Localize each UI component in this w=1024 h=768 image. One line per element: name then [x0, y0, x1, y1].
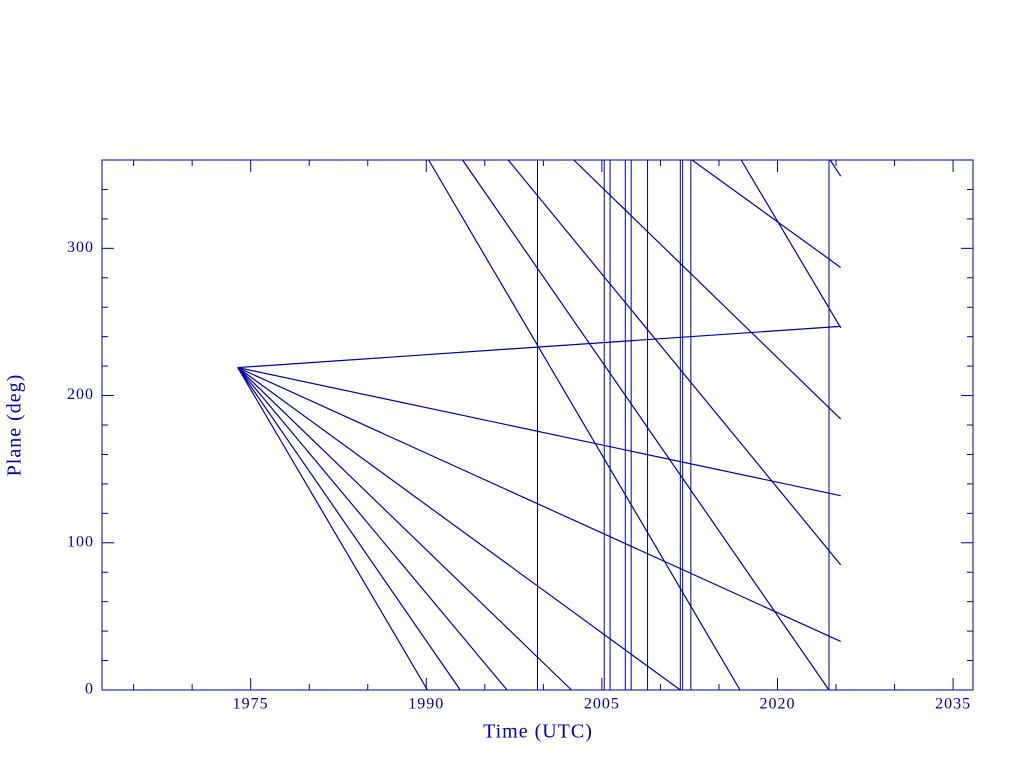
- data-line: [237, 325, 841, 369]
- x-tick-label: 2035: [935, 696, 971, 713]
- y-tick-label: 300: [67, 239, 94, 256]
- data-line: [237, 159, 842, 691]
- x-tick-label: 1975: [233, 696, 269, 713]
- data-line: [237, 367, 841, 642]
- data-line: [237, 159, 842, 691]
- y-tick-label: 200: [67, 386, 94, 403]
- x-tick-label: 2005: [584, 696, 620, 713]
- y-tick-label: 100: [67, 533, 94, 550]
- y-tick-label: 0: [85, 681, 94, 698]
- x-tick-label: 2020: [759, 696, 795, 713]
- data-line: [237, 159, 842, 691]
- y-axis-label: Plane (deg): [4, 374, 26, 477]
- data-line: [237, 366, 841, 497]
- x-axis-label: Time (UTC): [483, 721, 593, 743]
- data-line: [237, 159, 842, 691]
- x-tick-label: 1990: [408, 696, 444, 713]
- data-line: [237, 159, 842, 691]
